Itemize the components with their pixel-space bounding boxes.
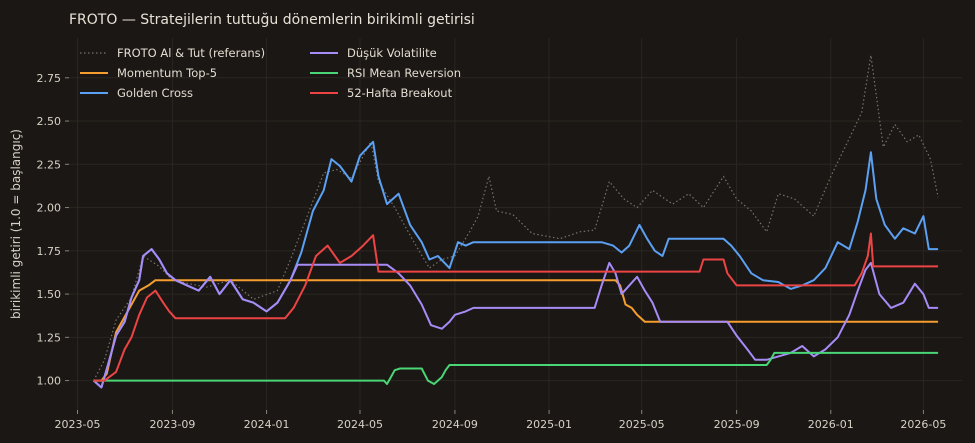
legend-label: Momentum Top-5 (117, 66, 217, 80)
x-tick-label: 2024-09 (432, 418, 478, 431)
legend-label: 52-Hafta Breakout (347, 86, 453, 100)
y-tick-label: 1.50 (37, 288, 62, 301)
series-line-5 (93, 351, 939, 385)
series-line-6 (93, 232, 939, 382)
legend-label: RSI Mean Reversion (347, 66, 461, 80)
x-tick-label: 2025-01 (526, 418, 572, 431)
legend-label: FROTO Al & Tut (referans) (117, 46, 265, 60)
y-tick-label: 1.00 (37, 375, 62, 388)
x-tick-label: 2026-01 (808, 418, 854, 431)
y-tick-label: 1.75 (37, 245, 62, 258)
y-tick-label: 2.50 (37, 115, 62, 128)
y-tick-label: 2.00 (37, 202, 62, 215)
x-tick-label: 2023-09 (149, 418, 195, 431)
plot-area (69, 38, 962, 410)
y-tick-label: 1.25 (37, 331, 62, 344)
chart-title: FROTO — Stratejilerin tuttuğu dönemlerin… (69, 12, 475, 28)
x-tick-label: 2025-05 (619, 418, 665, 431)
x-tick-label: 2024-05 (337, 418, 383, 431)
series-line-1 (93, 54, 939, 381)
x-tick-label: 2023-05 (55, 418, 101, 431)
axes: 2023-05 2023-09 2024-01 2024-05 2024-09 2025-… (37, 72, 947, 431)
legend: FROTO Al & Tut (referans) Momentum Top-5 G… (80, 46, 461, 100)
x-tick-label: 2026-05 (900, 418, 946, 431)
x-tick-label: 2025-09 (714, 418, 760, 431)
y-tick-label: 2.25 (37, 158, 62, 171)
series-line-4 (93, 248, 939, 389)
y-axis-label: birikimli getiri (1.0 = başlangıç) (9, 129, 23, 319)
series-lines (93, 54, 939, 389)
y-tick-label: 2.75 (37, 72, 62, 85)
legend-label: Düşük Volatilite (347, 46, 437, 60)
legend-label: Golden Cross (117, 86, 193, 100)
x-tick-label: 2024-01 (244, 418, 290, 431)
